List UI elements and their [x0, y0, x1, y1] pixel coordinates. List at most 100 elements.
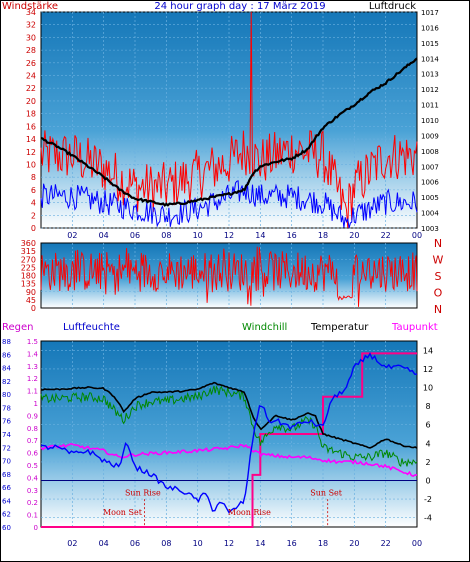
wind-series-line	[40, 180, 418, 229]
hour-tick-label: 02	[67, 539, 77, 548]
rain-tick-label: 0.6	[27, 450, 39, 458]
rain-tick-label: 1.5	[27, 338, 38, 346]
wind-tick-label: 18	[26, 110, 36, 119]
temperature-tick-label: -2	[424, 495, 432, 504]
hour-tick-label: 20	[349, 539, 359, 548]
humidity-tick-label: 76	[2, 418, 11, 426]
hour-tick-label: 12	[224, 539, 234, 548]
humidity-tick-label: 60	[2, 524, 11, 532]
wind-tick-label: 30	[26, 33, 36, 42]
pressure-tick-label: 1003	[421, 225, 439, 233]
pressure-tick-label: 1010	[421, 117, 439, 125]
rain-tick-label: 0.3	[27, 487, 38, 495]
temperature-tick-label: -4	[424, 514, 432, 523]
temperature-series-line	[41, 381, 418, 449]
direction-tick-label: 315	[21, 247, 36, 256]
direction-tick-label: 270	[21, 255, 36, 264]
hour-tick-label: 22	[381, 231, 391, 240]
humidity-tick-label: 78	[2, 404, 11, 412]
direction-compass-label: N	[434, 237, 442, 250]
hour-tick-label: 10	[193, 539, 203, 548]
astronomy-annotation: Moon Set	[103, 508, 143, 517]
pressure-series-line	[40, 57, 418, 208]
humidity-tick-label: 84	[2, 365, 11, 373]
humidity-tick-label: 86	[2, 351, 11, 359]
humidity-tick-label: 62	[2, 511, 11, 519]
hour-tick-label: 16	[287, 231, 297, 240]
wind-pressure-panel: Windstärke 24 hour graph day : 17 März 2…	[2, 1, 439, 240]
temperature-tick-label: 8	[425, 402, 430, 411]
direction-tick-label: 45	[26, 296, 36, 305]
direction-tick-label: 225	[21, 263, 36, 272]
wind-tick-label: 16	[26, 122, 36, 131]
temperature-tick-label: 2	[425, 458, 430, 467]
hour-tick-label: 06	[130, 231, 140, 240]
temperature-tick-label: 12	[423, 365, 433, 374]
pressure-tick-label: 1013	[421, 71, 439, 79]
wind-tick-label: 28	[26, 46, 36, 55]
windchill-series-line	[40, 385, 418, 467]
chart-title: 24 hour graph day : 17 März 2019	[154, 1, 325, 12]
wind-tick-label: 14	[26, 135, 36, 144]
rain-tick-label: 1.1	[27, 388, 38, 396]
direction-compass-label: O	[434, 287, 443, 300]
pressure-tick-label: 1009	[421, 132, 439, 140]
pressure-tick-label: 1015	[421, 40, 439, 48]
rain-tick-label: 1.3	[27, 363, 38, 371]
wind-tick-label: 24	[26, 72, 36, 81]
humidity-tick-label: 66	[2, 484, 11, 492]
pressure-tick-label: 1007	[421, 163, 439, 171]
hour-tick-label: 14	[255, 539, 265, 548]
hour-tick-label: 16	[287, 539, 297, 548]
hour-tick-label: 00	[412, 539, 422, 548]
wind-tick-label: 2	[31, 211, 36, 220]
astronomy-annotation: Sun Rise	[125, 488, 161, 497]
hour-tick-label: 18	[318, 231, 328, 240]
temperature-tick-label: 4	[425, 439, 430, 448]
rain-tick-label: 0.5	[27, 462, 38, 470]
humidity-tick-label: 80	[2, 391, 11, 399]
pressure-tick-label: 1008	[421, 148, 439, 156]
legend-windchill: Windchill	[242, 322, 287, 333]
hour-tick-label: 08	[161, 539, 171, 548]
humidity-series-line	[40, 352, 417, 514]
wind-tick-label: 4	[31, 199, 36, 208]
wind-tick-label: 0	[31, 224, 36, 233]
humidity-tick-label: 70	[2, 458, 11, 466]
rain-tick-label: 0.4	[27, 474, 39, 482]
temperature-tick-label: 14	[423, 346, 433, 355]
pressure-tick-label: 1014	[421, 55, 439, 63]
pressure-tick-label: 1017	[421, 9, 439, 17]
wind-tick-label: 20	[26, 97, 36, 106]
pressure-tick-label: 1016	[421, 24, 439, 32]
humidity-tick-label: 72	[2, 444, 11, 452]
legend-regen: Regen	[2, 322, 34, 333]
humidity-tick-label: 74	[2, 431, 11, 439]
direction-compass-label: W	[433, 254, 444, 267]
astronomy-annotation: Moon Rise	[228, 508, 271, 517]
astronomy-annotation: Sun Set	[310, 488, 343, 497]
gust-series-line	[40, 11, 418, 229]
direction-tick-label: 180	[21, 272, 36, 281]
direction-tick-label: 90	[26, 288, 36, 297]
wind-tick-label: 32	[26, 21, 36, 30]
direction-series-line	[40, 246, 418, 307]
wind-tick-label: 6	[31, 186, 36, 195]
humidity-tick-label: 68	[2, 471, 11, 479]
hour-tick-label: 04	[99, 539, 109, 548]
pressure-tick-label: 1011	[421, 102, 439, 110]
rain-series-line	[41, 352, 417, 528]
direction-tick-label: 0	[31, 304, 36, 313]
humidity-tick-label: 88	[2, 338, 11, 346]
pressure-tick-label: 1004	[421, 210, 439, 218]
humidity-tick-label: 82	[2, 378, 11, 386]
wind-tick-label: 22	[26, 84, 36, 93]
rain-tick-label: 1	[34, 400, 38, 408]
wind-axis-label: Windstärke	[2, 1, 58, 12]
direction-tick-label: 135	[21, 280, 36, 289]
direction-compass-label: S	[435, 270, 442, 283]
legend-taupunkt: Taupunkt	[391, 322, 438, 333]
humidity-tick-label: 64	[2, 497, 11, 505]
